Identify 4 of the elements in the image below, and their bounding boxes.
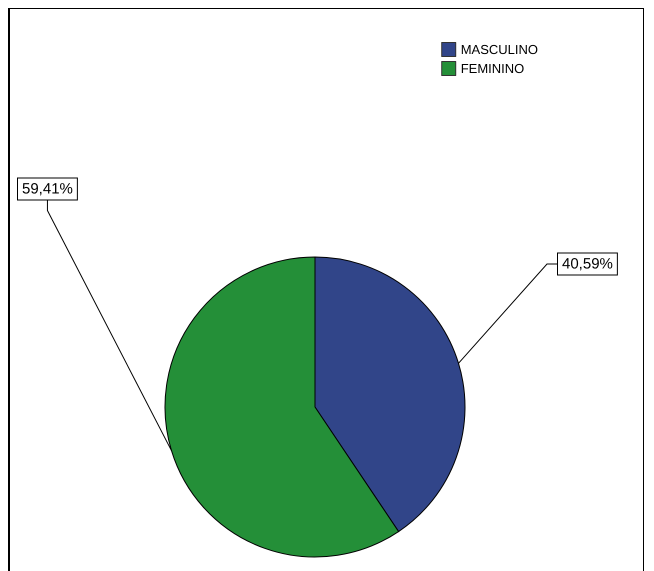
data-label: 40,59% <box>562 256 613 272</box>
legend-label: FEMININO <box>460 61 524 76</box>
legend-label: MASCULINO <box>460 42 538 57</box>
data-label: 59,41% <box>22 180 73 198</box>
